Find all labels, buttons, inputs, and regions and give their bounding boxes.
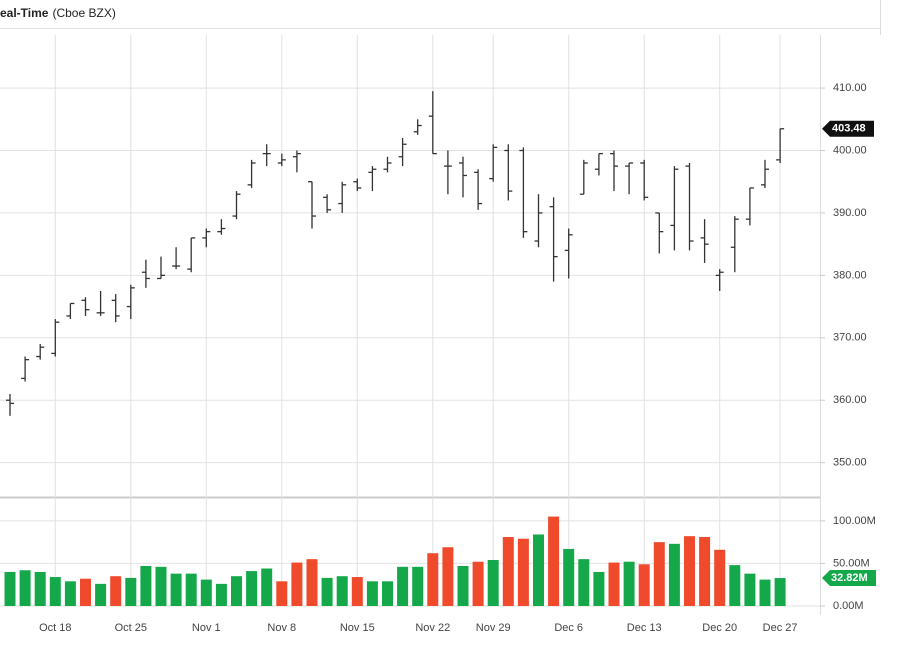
volume-bar: [125, 577, 137, 606]
volume-bar: [382, 581, 393, 606]
x-tick-label: Nov 1: [192, 622, 221, 634]
volume-bar: [653, 542, 665, 606]
x-tick-label: Nov 29: [476, 622, 511, 634]
y-tick-label: 400.00: [833, 144, 867, 156]
volume-bar: [442, 547, 454, 606]
volume-tag-label: 32.82M: [831, 572, 868, 584]
volume-bar: [110, 576, 122, 606]
volume-bar: [684, 536, 695, 606]
header-source: (Cboe BZX): [52, 6, 115, 20]
volume-bar: [638, 564, 650, 606]
volume-bar: [668, 543, 680, 606]
x-tick-label: Nov 15: [340, 622, 375, 634]
x-tick-label: Dec 20: [702, 622, 737, 634]
volume-bar: [472, 561, 484, 606]
y-tick-label: 50.00M: [833, 557, 870, 569]
volume-bar: [351, 577, 363, 606]
volume-bar: [397, 566, 409, 606]
x-tick-label: Dec 13: [627, 622, 662, 634]
volume-bar: [774, 578, 786, 606]
x-tick-label: Dec 6: [554, 622, 583, 634]
volume-bar: [623, 561, 635, 606]
volume-bar: [155, 566, 167, 606]
volume-bar: [487, 560, 499, 606]
volume-bar: [563, 548, 575, 606]
volume-bar: [200, 579, 212, 606]
volume-bar: [517, 538, 529, 606]
volume-bar: [744, 573, 756, 606]
volume-bar: [231, 576, 242, 606]
volume-bar: [170, 573, 182, 606]
volume-tag: [822, 570, 876, 587]
volume-bar: [261, 568, 273, 606]
volume-bar: [548, 516, 560, 606]
y-tick-label: 410.00: [833, 82, 867, 94]
volume-bar: [64, 581, 76, 606]
x-tick-label: Dec 27: [763, 622, 798, 634]
volume-bar: [4, 571, 16, 606]
volume-bar: [49, 577, 61, 606]
volume-bar: [95, 583, 107, 606]
x-tick-label: Oct 18: [39, 622, 71, 634]
y-tick-label: 360.00: [833, 394, 867, 406]
grid: [0, 35, 820, 607]
volume-bar: [366, 581, 378, 606]
volume-bar: [34, 571, 46, 606]
volume-bar: [412, 566, 424, 606]
x-tick-label: Nov 22: [415, 622, 450, 634]
volume-bar: [502, 537, 514, 606]
volume-bar: [608, 562, 620, 606]
volume-bar: [140, 565, 152, 606]
price-tag: [822, 120, 874, 137]
volume-bar: [457, 565, 469, 606]
y-tick-label: 390.00: [833, 207, 867, 219]
volume-bar: [578, 559, 590, 606]
volume-bar: [306, 559, 318, 606]
y-tick-label: 350.00: [833, 457, 867, 469]
volume-bar: [593, 571, 605, 606]
volume-bar: [321, 577, 333, 606]
y-tick-label: 370.00: [833, 332, 867, 344]
volume-bar: [699, 537, 711, 606]
volume-bar: [246, 571, 258, 606]
header-title: eal-Time: [0, 6, 49, 20]
volume-bar: [533, 534, 544, 606]
volume-bar: [185, 573, 197, 606]
y-tick-label: 380.00: [833, 269, 867, 281]
volume-bar: [729, 565, 741, 606]
volume-bar: [714, 549, 726, 606]
volume-bar: [291, 562, 303, 606]
header: eal-Time (Cboe BZX): [0, 6, 116, 20]
x-tick-label: Oct 25: [115, 622, 147, 634]
volume-bar: [427, 553, 439, 606]
x-tick-label: Nov 8: [267, 622, 296, 634]
volume-bar: [276, 581, 288, 606]
volume-bar: [215, 583, 227, 606]
y-tick-label: 100.00M: [833, 515, 876, 527]
volume-bar: [336, 576, 348, 606]
y-tick-label: 0.00M: [833, 600, 864, 612]
price-tag-label: 403.48: [832, 123, 866, 135]
volume-bar: [80, 578, 91, 606]
volume-bar: [19, 570, 31, 606]
volume-bar: [759, 579, 771, 606]
